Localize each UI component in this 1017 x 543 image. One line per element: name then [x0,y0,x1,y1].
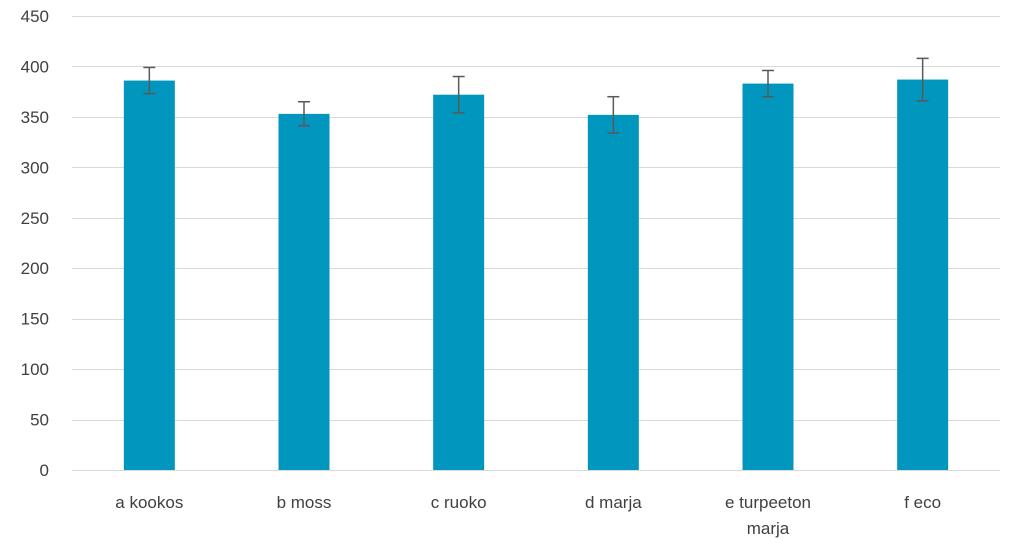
bar [433,94,485,471]
x-category-label: d marja [585,493,642,512]
y-tick-label: 250 [21,209,49,228]
y-tick-label: 400 [21,57,49,76]
bar [897,79,949,470]
error-bar [298,101,310,127]
bar [587,114,639,471]
x-axis-category-labels: a kookos b moss c ruoko d marja e turpeeton m… [115,493,941,538]
bar [278,113,330,471]
y-tick-label: 200 [21,259,49,278]
y-tick-label: 350 [21,108,49,127]
y-tick-label: 100 [21,360,49,379]
error-bar [452,75,465,114]
bars [123,79,949,471]
error-bar [143,66,156,95]
error-bar [916,57,929,102]
error-bars [143,57,929,134]
x-category-label: b moss [277,493,332,512]
error-bar [762,69,774,98]
x-category-label: a kookos [115,493,183,512]
gridlines [72,16,1000,421]
y-tick-label: 300 [21,158,49,177]
x-category-label: marja [747,519,790,538]
x-category-label: e turpeeton [725,493,811,512]
error-bar [607,95,620,134]
y-tick-label: 450 [21,7,49,26]
bar [742,83,794,471]
x-category-label: f eco [904,493,941,512]
y-tick-label: 150 [21,310,49,329]
y-axis-tick-labels: 0 50 100 150 200 250 300 350 400 450 [21,7,49,480]
x-category-label: c ruoko [431,493,487,512]
y-tick-label: 0 [40,461,49,480]
bar [123,80,175,471]
y-tick-label: 50 [30,411,49,430]
